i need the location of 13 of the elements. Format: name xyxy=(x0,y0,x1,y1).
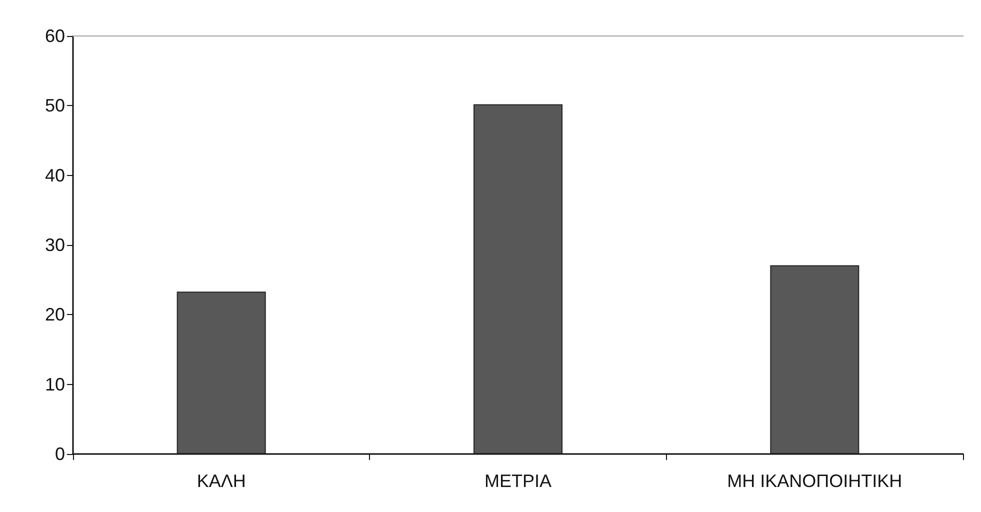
bar xyxy=(474,104,562,454)
y-tick-label: 0 xyxy=(54,444,65,464)
y-tick-label: 40 xyxy=(44,165,65,186)
x-tick-label: ΚΑΛΗ xyxy=(196,471,246,491)
y-tick-label: 30 xyxy=(44,235,65,255)
y-tick-label: 20 xyxy=(44,304,65,325)
y-tick-label: 60 xyxy=(44,26,65,46)
x-tick-label: ΜΕΤΡΙΑ xyxy=(484,471,552,491)
y-tick-label: 50 xyxy=(44,96,65,116)
bar xyxy=(176,292,266,454)
y-tick-label: 10 xyxy=(44,374,65,394)
x-tick-label: ΜΗ ΙΚΑΝΟΠΟΙΗΤΙΚΗ xyxy=(727,471,902,491)
bar xyxy=(770,265,860,454)
